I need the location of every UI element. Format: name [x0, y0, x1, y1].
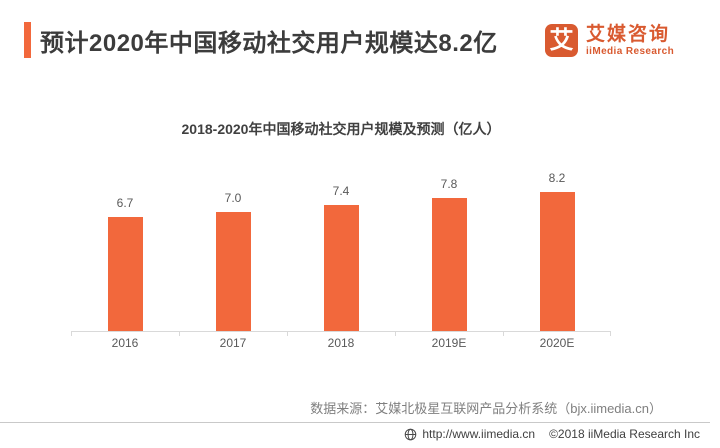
bar-group: 8.2 [503, 160, 611, 331]
axis-tick [610, 332, 611, 336]
bar [539, 191, 575, 331]
title-accent-bar [24, 22, 31, 58]
x-axis-label: 2016 [111, 336, 139, 350]
axis-tick [179, 332, 180, 336]
iimedia-logo: 艾 艾媒咨询 iiMedia Research [545, 24, 674, 58]
bar-group: 6.7 [71, 160, 179, 331]
bar-value-label: 7.4 [332, 184, 350, 199]
footer-url: http://www.iimedia.cn [422, 427, 536, 441]
axis-tick [287, 332, 288, 336]
x-axis-labels: 2016 2017 2018 2019E 2020E [71, 336, 611, 350]
logo-text: 艾媒咨询 iiMedia Research [586, 24, 674, 58]
bar-chart: 6.7 7.0 7.4 7.8 8.2 2016 2017 2018 2019E 2020E [71, 160, 611, 350]
axis-tick [395, 332, 396, 336]
bar-value-label: 7.8 [440, 177, 458, 192]
bar-group: 7.4 [287, 160, 395, 331]
footer-copyright: ©2018 iiMedia Research Inc [549, 427, 700, 441]
axis-tick [71, 332, 72, 336]
x-axis-label: 2018 [327, 336, 355, 350]
logo-name-en: iiMedia Research [586, 46, 675, 57]
page-title: 预计2020年中国移动社交用户规模达8.2亿 [40, 29, 498, 57]
bar-value-label: 6.7 [116, 196, 134, 211]
x-axis-label: 2019E [431, 336, 467, 350]
footer: http://www.iimedia.cn ©2018 iiMedia Rese… [404, 427, 700, 441]
axis-tick [503, 332, 504, 336]
x-axis-label: 2017 [219, 336, 247, 350]
bar-value-label: 7.0 [224, 191, 242, 205]
bar-value-label: 8.2 [548, 170, 566, 185]
x-axis [71, 331, 611, 336]
bar [107, 217, 143, 331]
chart-title: 2018-2020年中国移动社交用户规模及预测（亿人） [181, 121, 501, 137]
logo-name-cn: 艾媒咨询 [586, 24, 671, 45]
plot-area: 6.7 7.0 7.4 7.8 8.2 [71, 160, 611, 331]
bar-group: 7.8 [395, 160, 503, 331]
x-axis-label: 2020E [539, 336, 575, 350]
bar [431, 198, 467, 331]
globe-icon [404, 428, 417, 441]
bar [215, 212, 251, 331]
footer-divider [0, 422, 710, 423]
iimedia-logo-icon: 艾 [545, 24, 578, 57]
header: 预计2020年中国移动社交用户规模达8.2亿 [24, 22, 498, 58]
data-source-note: 数据来源：艾媒北极星互联网产品分析系统（bjx.iimedia.cn） [310, 401, 662, 416]
bar-group: 7.0 [179, 160, 287, 331]
bar [323, 205, 359, 331]
